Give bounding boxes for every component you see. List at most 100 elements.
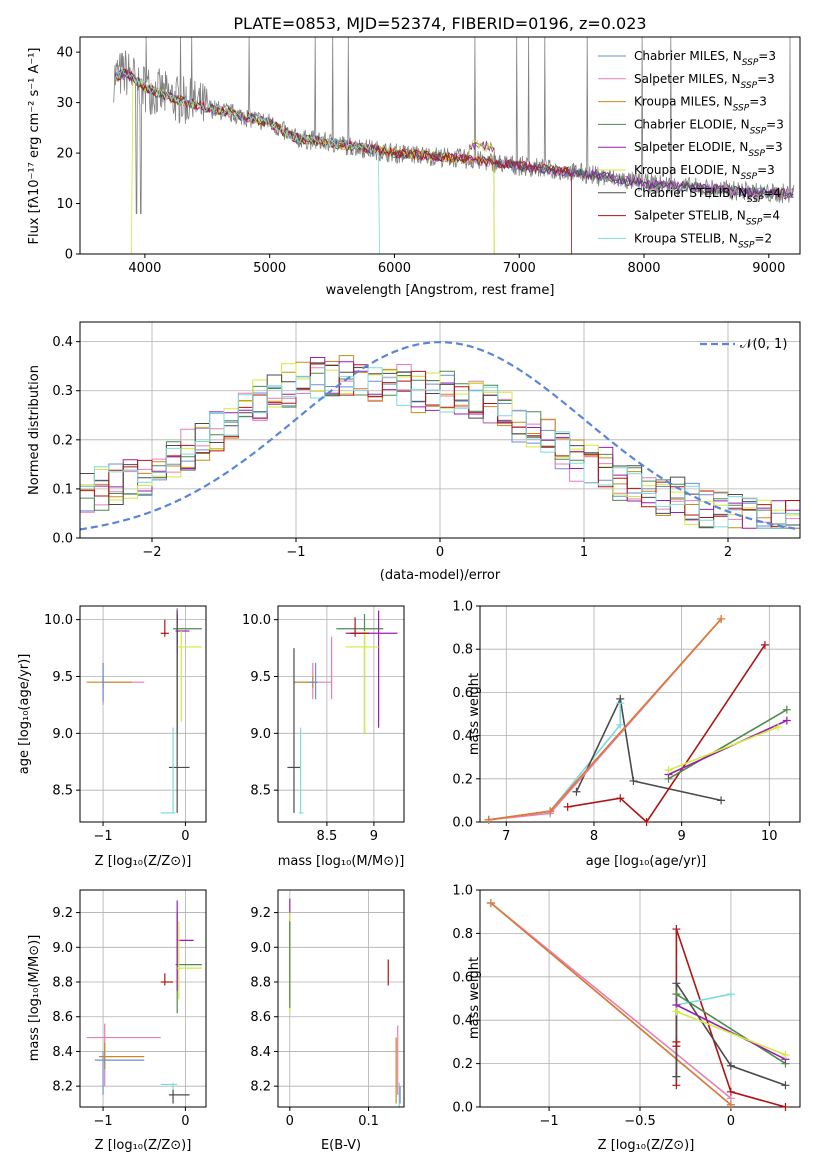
weight-point-marker: [726, 1061, 735, 1070]
weight_vs_age-axes: 7 8 9 10 0.0 0.2 0.4 0.6 0.8 1.0: [452, 600, 801, 844]
weight_vs_Z-ticklabel-x: −0.5: [624, 1114, 656, 1129]
legend-subscript: SSP: [741, 81, 758, 91]
weight-point-marker: [486, 899, 495, 908]
weight-point-marker: [781, 1103, 790, 1111]
weight_vs_Z-ticklabel-y: 0.4: [452, 1014, 473, 1029]
mass_vs_ebv-ticklabel-y: 8.2: [250, 1080, 271, 1095]
weight_vs_age-ticklabel-y: 0.6: [452, 686, 473, 701]
legend-label-value: =2: [754, 231, 772, 245]
age_vs_Z-plot-area: [86, 608, 202, 814]
legend-subscript: SSP: [741, 172, 758, 182]
massZ-ylabel: mass [log₁₀(M/M⊙)]: [27, 935, 42, 1062]
weight-series-line: [575, 696, 722, 802]
wage-xlabel: age [log₁₀(age/yr)]: [586, 854, 707, 869]
age_vs_mass-ticklabel-y: 10.0: [242, 613, 271, 628]
weight-point-marker: [629, 776, 638, 785]
spectrum-ticklabel-y: 20: [56, 147, 73, 162]
weight-series-line: [490, 902, 732, 1106]
normal-distribution-curve: [80, 341, 798, 531]
legend-subscript: SSP: [742, 58, 759, 68]
mass_vs_Z-ticklabel-y: 9.2: [52, 906, 73, 921]
weight-point-marker: [781, 1050, 790, 1059]
age_vs_Z-ticklabel-y: 9.5: [52, 670, 73, 685]
age_vs_mass-ticklabel-y: 8.5: [250, 784, 271, 799]
weight-point-marker: [616, 720, 625, 729]
weight-series-line: [676, 993, 732, 1006]
legend-label-value: =3: [758, 49, 776, 63]
mass_vs_Z-frame: [79, 889, 207, 1108]
weight-point-marker: [484, 815, 493, 824]
residuals-ticklabel-y: 0.2: [52, 433, 73, 448]
weight-series-line: [675, 980, 786, 1087]
weight-series-line: [675, 993, 786, 1065]
legend-label-value: =4: [764, 186, 782, 200]
age_vs_mass-ticklabel-x: 9: [370, 829, 378, 844]
spectrum-ticklabel-y: 30: [56, 96, 73, 111]
weight-point-marker: [726, 1100, 735, 1109]
residuals-ticklabel-x: 0: [436, 545, 444, 560]
legend-label-value: =3: [749, 95, 767, 109]
age_vs_mass-ticklabel-y: 9.0: [250, 727, 271, 742]
spectrum-axes: 4000 5000 6000 7000 8000 9000 0 10 20 30 40: [56, 36, 801, 276]
mass_vs_ebv-ticklabel-x: 0: [286, 1114, 294, 1129]
weight_vs_Z-ticklabel-x: −1: [540, 1114, 559, 1129]
legend-subscript: SSP: [747, 195, 764, 205]
histogram-kroupa-stelib: [80, 364, 800, 529]
weight_vs_Z-axes: −1 −0.5 0 0.0 0.2 0.4 0.6 0.8 1.0: [452, 884, 801, 1129]
model-spectrum-chabrier-elodie: [114, 68, 794, 200]
legend-label-value: =3: [757, 72, 775, 86]
mass_vs_ebv-ticklabel-y: 9.2: [250, 906, 271, 921]
residuals-ticklabel-y: 0.1: [52, 482, 73, 497]
model-spectrum-chabrier-miles: [114, 71, 794, 200]
weight-series-line: [488, 703, 622, 821]
spectrum-ticklabel-x: 7000: [503, 261, 536, 276]
age_vs_mass-ticklabel-y: 9.5: [250, 670, 271, 685]
mass_vs_ebv-axes: 0 0.1 8.2 8.4 8.6 8.8 9.0 9.2: [250, 889, 405, 1129]
spectrum-ticklabel-y: 10: [56, 197, 73, 212]
weight_vs_Z-ticklabel-x: 0: [727, 1114, 735, 1129]
mass_vs_Z-ticklabel-x: 0: [181, 1114, 189, 1129]
residuals-ticklabel-y: 0.0: [52, 532, 73, 547]
weight-point-marker: [616, 694, 625, 703]
weight-point-marker: [726, 990, 735, 999]
weight-point-marker: [672, 990, 681, 999]
age_vs_mass-plot-area: [287, 610, 398, 814]
residuals-frame: [79, 321, 801, 539]
weight_vs_Z-frame: [479, 889, 801, 1108]
legend-label: Kroupa MILES, NSSP=3: [634, 95, 767, 114]
residuals-ticklabel-x: 2: [724, 545, 732, 560]
spectrum-frame: [79, 36, 801, 255]
ageZ-xlabel: Z [log₁₀(Z/Z⊙)]: [95, 854, 192, 869]
mass_vs_Z-ticklabel-y: 9.0: [52, 941, 73, 956]
residuals-plot-area: [80, 341, 800, 531]
weight-point-marker: [774, 722, 783, 731]
spectrum-ticklabel-y: 40: [56, 46, 73, 61]
weight_vs_Z-ticklabel-y: 1.0: [452, 884, 473, 899]
ageZ-ylabel: age [log₁₀(age/yr)]: [17, 654, 32, 775]
mass_vs_Z-axes: −1 0 8.2 8.4 8.6 8.8 9.0 9.2: [52, 889, 207, 1129]
spectrum-ticklabel-x: 9000: [752, 261, 785, 276]
age_vs_Z-ticklabel-y: 8.5: [52, 784, 73, 799]
weight-series-line: [676, 1004, 786, 1061]
spectrum-xlabel: wavelength [Angstrom, rest frame]: [326, 283, 555, 298]
age_vs_Z-frame: [79, 605, 207, 823]
mass_vs_ebv-ticklabel-y: 8.6: [250, 1010, 271, 1025]
weight_vs_age-frame: [479, 605, 801, 823]
age_vs_Z-ticklabel-x: −1: [93, 829, 112, 844]
weight_vs_age-ticklabel-x: 9: [678, 829, 686, 844]
mass_vs_ebv-ticklabel-y: 9.0: [250, 941, 271, 956]
spectrum-ylabel: Flux [fλ10⁻¹⁷ erg cm⁻² s⁻¹ A⁻¹]: [27, 48, 42, 245]
weight-point-marker: [782, 705, 791, 714]
legend-subscript: SSP: [748, 149, 765, 159]
wZ-xlabel: Z [log₁₀(Z/Z⊙)]: [598, 1138, 695, 1153]
wage-ylabel: mass weight: [467, 673, 482, 755]
model-spectrum-salpeter-miles: [114, 67, 794, 199]
residuals-axes: −2 −1 0 1 2 0.0 0.1 0.2 0.3 0.4 𝒩(0, 1): [52, 321, 801, 560]
weight-point-marker: [672, 1007, 681, 1016]
weight-point-marker: [760, 640, 769, 649]
mass_vs_ebv-ticklabel-y: 8.4: [250, 1045, 271, 1060]
legend-label-value: =4: [762, 209, 780, 223]
legend-label: Salpeter STELIB, NSSP=4: [634, 209, 780, 228]
